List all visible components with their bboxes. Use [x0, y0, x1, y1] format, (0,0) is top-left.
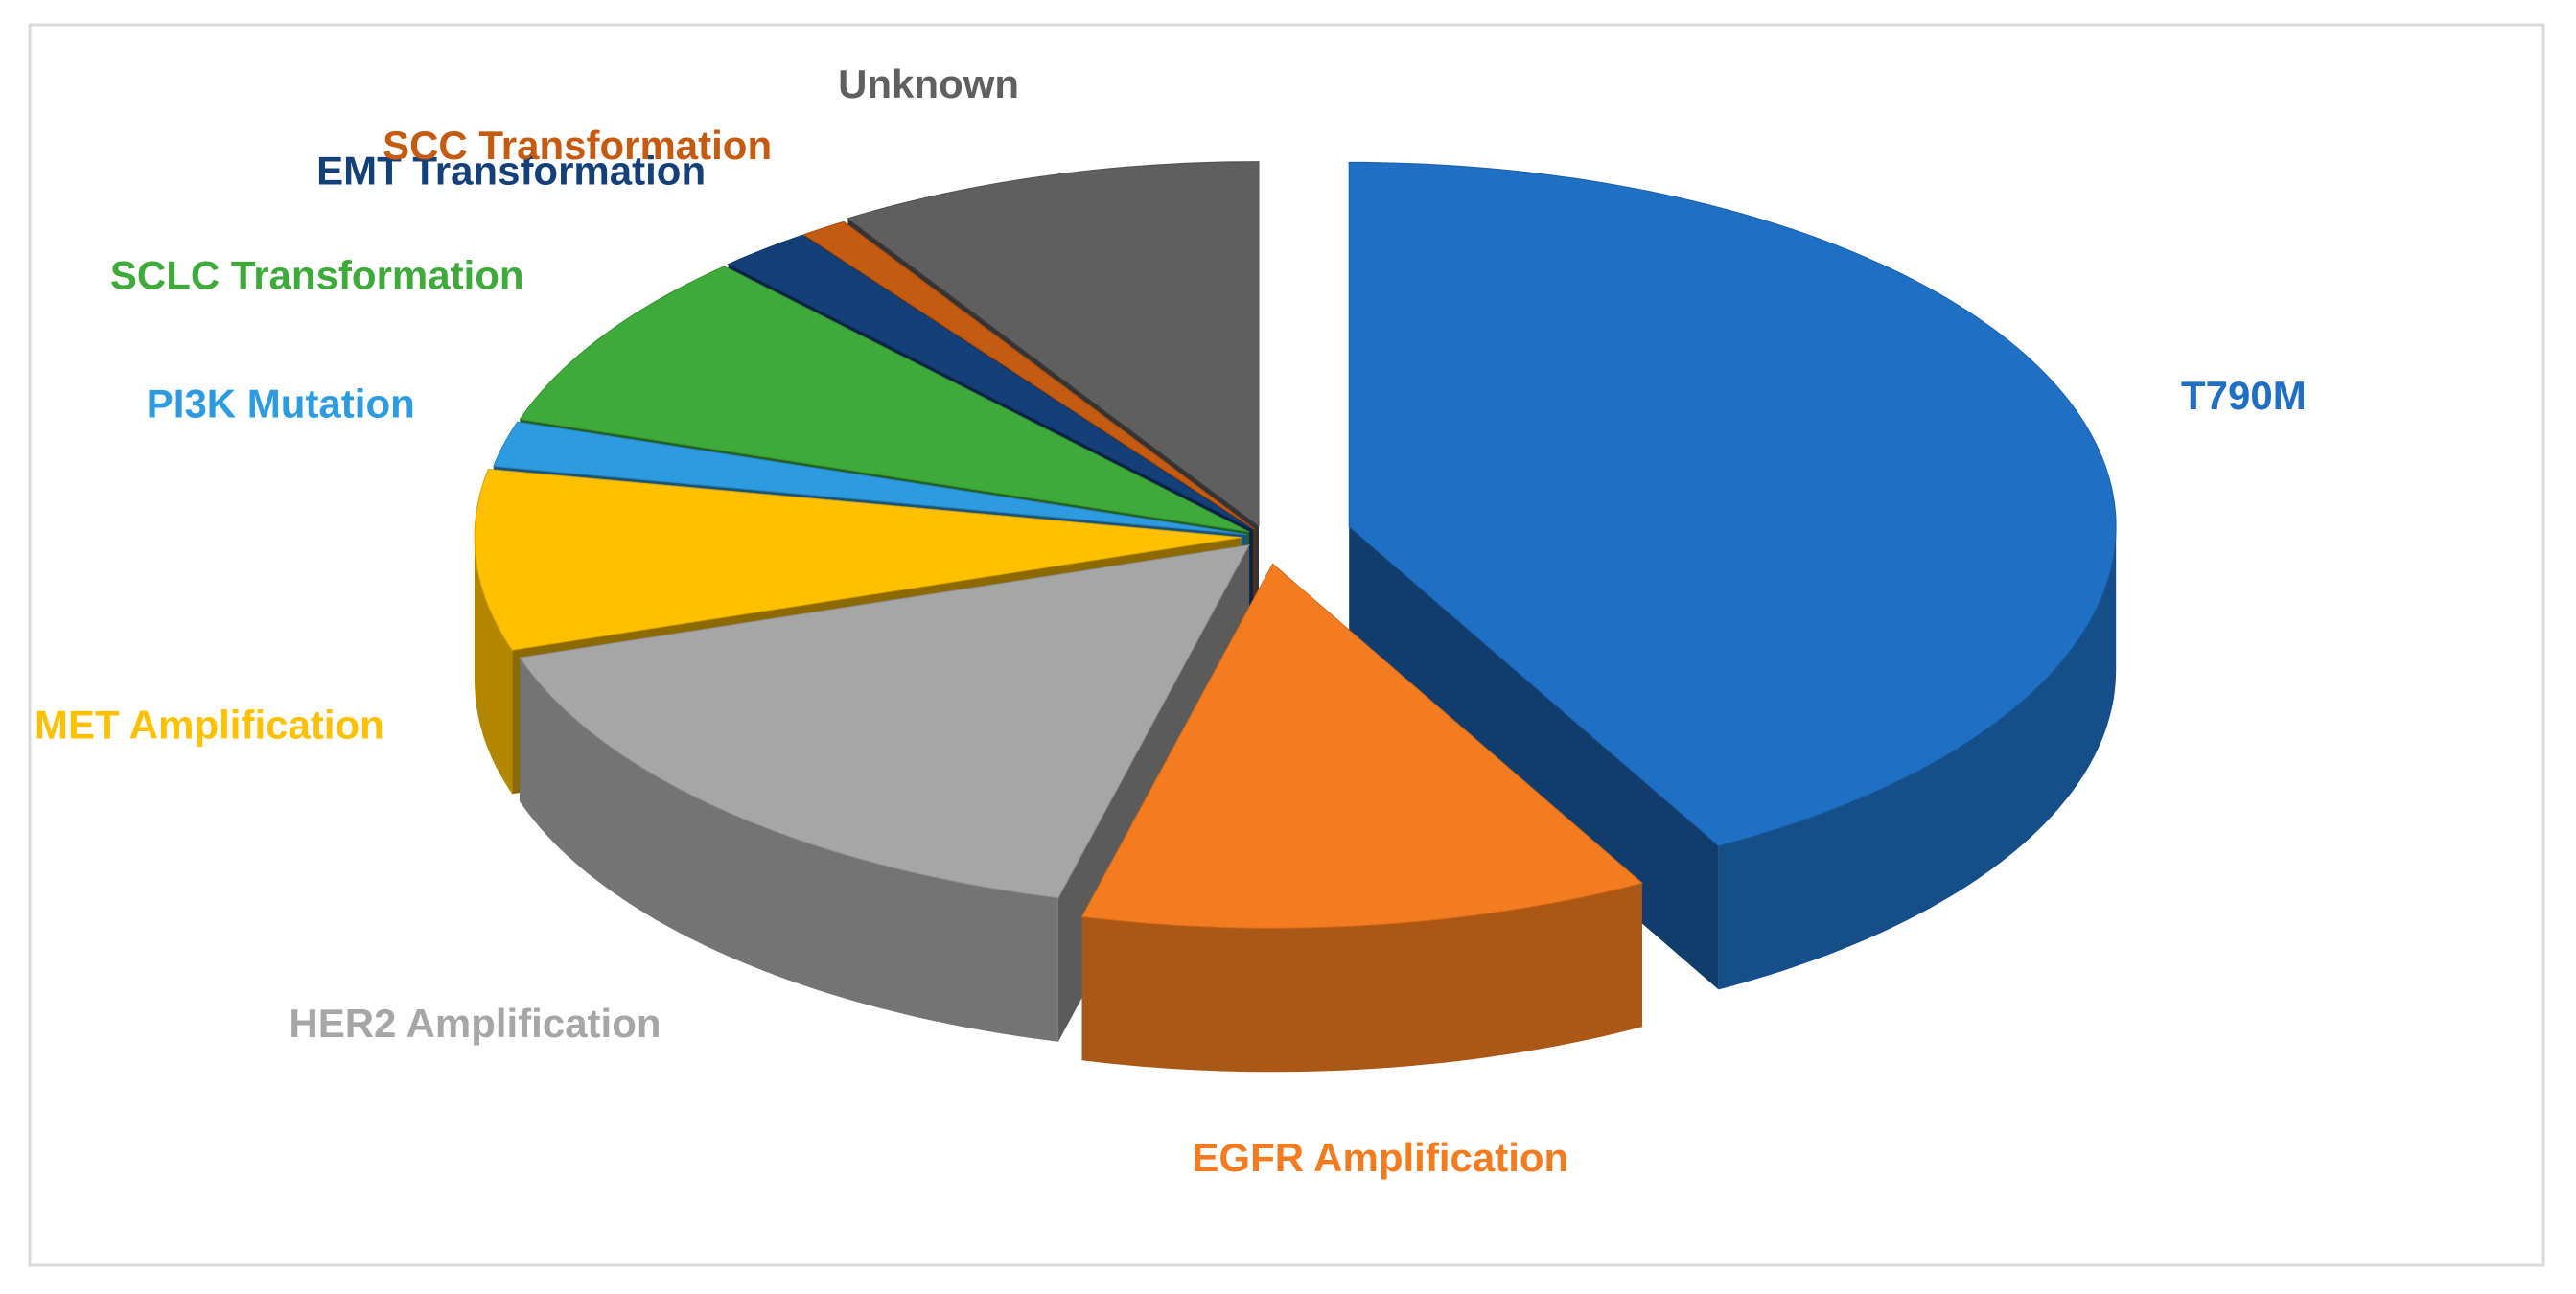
- slice-label: EGFR Amplification: [1192, 1135, 1568, 1180]
- slice-label: HER2 Amplification: [289, 1001, 661, 1046]
- slice-label: MET Amplification: [35, 702, 384, 747]
- slice-top: [1080, 563, 1643, 929]
- slice-top: [802, 220, 1256, 530]
- slice-wall: [1081, 883, 1642, 1073]
- slice: [519, 544, 1250, 1042]
- slice-wall: [475, 537, 513, 795]
- slice-top: [474, 468, 1242, 651]
- slice-label: Unknown: [838, 61, 1019, 106]
- slice-wall: [520, 658, 1058, 1042]
- slice: [1080, 563, 1643, 1073]
- slice-top: [727, 234, 1254, 531]
- slice-label: EMT Transformation: [316, 148, 706, 193]
- slice-label: SCLC Transformation: [110, 253, 524, 298]
- slice-wall: [1718, 526, 2117, 990]
- slice-label: SCC Transformation: [383, 123, 772, 168]
- slice-top: [847, 161, 1260, 527]
- slice-top: [519, 544, 1250, 899]
- slice-top: [493, 421, 1247, 536]
- slice-label: T790M: [2181, 373, 2307, 418]
- slice-label: PI3K Mutation: [147, 381, 415, 426]
- slice-top: [519, 266, 1250, 533]
- slice-top: [1348, 161, 2117, 846]
